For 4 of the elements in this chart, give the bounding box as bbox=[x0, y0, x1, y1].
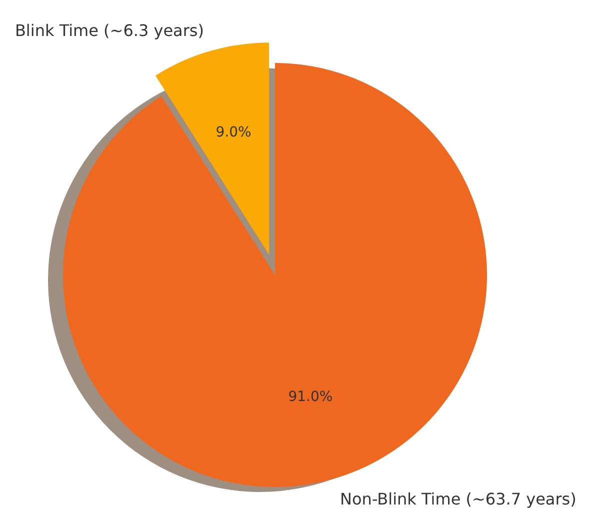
slice-label: Blink Time (~6.3 years) bbox=[14, 21, 204, 40]
slice-label: Non-Blink Time (~63.7 years) bbox=[340, 489, 576, 508]
data-label: 9.0% bbox=[216, 124, 252, 140]
data-label: 91.0% bbox=[288, 389, 333, 406]
